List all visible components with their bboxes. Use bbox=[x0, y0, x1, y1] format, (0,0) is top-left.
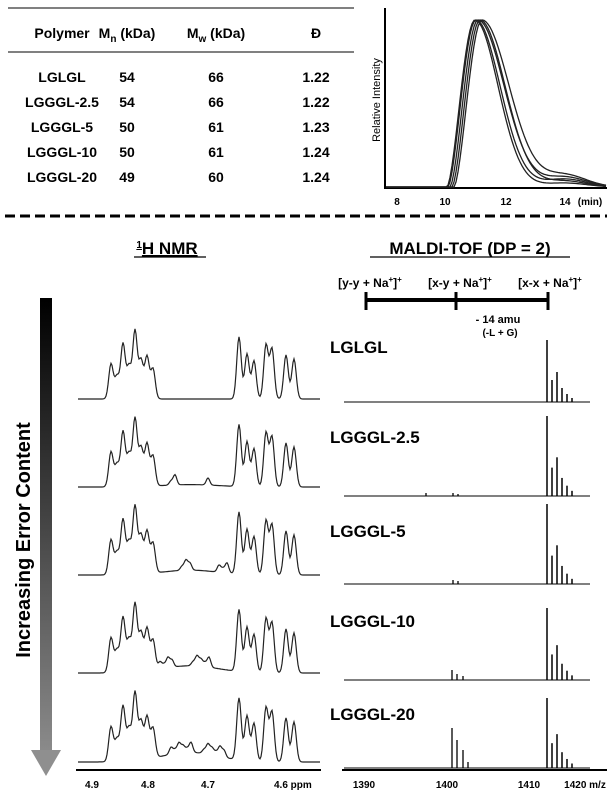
gpc-plot: Relative Intensity 8 10 12 14 (min) bbox=[371, 8, 607, 208]
maldi-tick-label: 1390 bbox=[353, 780, 376, 791]
bracket-label-yy: [y-y + Na+]+ bbox=[338, 275, 402, 290]
table-row: LGLGL 54 66 1.22 bbox=[38, 69, 330, 85]
maldi-sample-label: LGGGL-10 bbox=[330, 612, 415, 631]
nmr-spectrum bbox=[78, 504, 320, 576]
delta-mass-line2: (-L + G) bbox=[482, 328, 517, 339]
table-rows: LGLGL 54 66 1.22 LGGGL-2.5 54 66 1.22 LGGGL-5 50 6… bbox=[25, 69, 330, 185]
gpc-ylabel: Relative Intensity bbox=[371, 58, 383, 142]
header-mw: Mw (kDa) bbox=[187, 25, 245, 45]
table-cell-mn: 50 bbox=[119, 119, 135, 135]
table-cell-d: 1.22 bbox=[302, 69, 329, 85]
nmr-tick-label: 4.9 bbox=[85, 780, 99, 791]
table-row: LGGGL-10 50 61 1.24 bbox=[27, 144, 330, 160]
maldi-sample-label: LGGGL-2.5 bbox=[330, 428, 420, 447]
table-cell-mn: 54 bbox=[119, 69, 135, 85]
maldi-tick-label: 1410 bbox=[518, 780, 541, 791]
table-cell-d: 1.24 bbox=[302, 169, 329, 185]
table-cell-mw: 66 bbox=[208, 69, 224, 85]
gpc-tick-label: 8 bbox=[394, 197, 400, 208]
header-mn: Mn (kDa) bbox=[99, 25, 156, 45]
nmr-spectra bbox=[78, 328, 320, 763]
bracket-label-xx: [x-x + Na+]+ bbox=[518, 275, 582, 290]
maldi-spectra: LGLGL LGGGL-2.5 LGGGL-5 LGGGL-10 LGGGL-20 bbox=[330, 338, 590, 769]
maldi-bracket: [y-y + Na+]+ [x-y + Na+]+ [x-x + Na+]+ -… bbox=[338, 275, 582, 339]
nmr-spectrum bbox=[78, 690, 320, 763]
table-row: LGGGL-5 50 61 1.23 bbox=[31, 119, 330, 135]
table-cell-mw: 61 bbox=[208, 144, 224, 160]
maldi-title: MALDI-TOF (DP = 2) bbox=[389, 239, 550, 258]
table-row: LGGGL-2.5 54 66 1.22 bbox=[25, 94, 330, 110]
table-row: LGGGL-20 49 60 1.24 bbox=[27, 169, 330, 185]
nmr-tick-label: 4.6 ppm bbox=[274, 780, 312, 791]
gpc-trace bbox=[386, 19, 607, 188]
bracket-label-xy: [x-y + Na+]+ bbox=[428, 275, 492, 290]
table-cell-mw: 61 bbox=[208, 119, 224, 135]
table-cell-polymer: LGGGL-10 bbox=[27, 144, 97, 160]
gpc-unit-label: (min) bbox=[578, 197, 602, 208]
increasing-error-arrow bbox=[31, 298, 61, 776]
nmr-spectrum bbox=[78, 328, 320, 400]
polymer-table: Polymer Mn (kDa) Mw (kDa) Đ LGLGL 54 66 1.2… bbox=[8, 7, 354, 185]
table-cell-d: 1.24 bbox=[302, 144, 329, 160]
maldi-tick-label: 1420 m/z bbox=[564, 780, 606, 791]
nmr-tick-labels: 4.9 4.8 4.7 4.6 ppm bbox=[85, 780, 312, 791]
nmr-spectrum bbox=[78, 601, 320, 674]
nmr-tick-label: 4.8 bbox=[141, 780, 155, 791]
gpc-tick-label: 12 bbox=[500, 197, 512, 208]
maldi-sample-label: LGGGL-5 bbox=[330, 522, 406, 541]
gpc-trace bbox=[386, 19, 607, 188]
table-cell-mn: 50 bbox=[119, 144, 135, 160]
maldi-sample-label: LGGGL-20 bbox=[330, 705, 415, 724]
header-dispersity: Đ bbox=[311, 25, 321, 41]
gpc-trace bbox=[386, 19, 607, 188]
gpc-tick-label: 14 bbox=[559, 197, 571, 208]
table-cell-polymer: LGGGL-2.5 bbox=[25, 94, 99, 110]
arrow-label: Increasing Error Content bbox=[13, 422, 35, 658]
table-cell-d: 1.23 bbox=[302, 119, 329, 135]
header-polymer: Polymer bbox=[34, 25, 90, 41]
maldi-tick-labels: 1390 1400 1410 1420 m/z bbox=[353, 780, 606, 791]
gpc-traces bbox=[386, 19, 607, 188]
nmr-tick-label: 4.7 bbox=[201, 780, 215, 791]
table-cell-d: 1.22 bbox=[302, 94, 329, 110]
gpc-trace bbox=[386, 19, 607, 188]
gpc-axes bbox=[384, 8, 607, 189]
maldi-tick-label: 1400 bbox=[436, 780, 459, 791]
table-cell-polymer: LGGGL-20 bbox=[27, 169, 97, 185]
gpc-tick-labels: 8 10 12 14 (min) bbox=[394, 197, 602, 208]
maldi-sample-label: LGLGL bbox=[330, 338, 388, 357]
table-cell-mn: 54 bbox=[119, 94, 135, 110]
table-cell-mw: 66 bbox=[208, 94, 224, 110]
arrow-shaft bbox=[40, 298, 52, 750]
table-cell-mw: 60 bbox=[208, 169, 224, 185]
table-cell-polymer: LGLGL bbox=[38, 69, 86, 85]
gpc-tick-label: 10 bbox=[439, 197, 451, 208]
gpc-trace bbox=[386, 19, 607, 188]
nmr-title: 1H NMR bbox=[136, 239, 197, 258]
nmr-spectrum bbox=[78, 416, 320, 488]
table-cell-polymer: LGGGL-5 bbox=[31, 119, 93, 135]
delta-mass-line1: - 14 amu bbox=[476, 314, 521, 326]
table-cell-mn: 49 bbox=[119, 169, 135, 185]
arrow-head bbox=[31, 750, 61, 776]
